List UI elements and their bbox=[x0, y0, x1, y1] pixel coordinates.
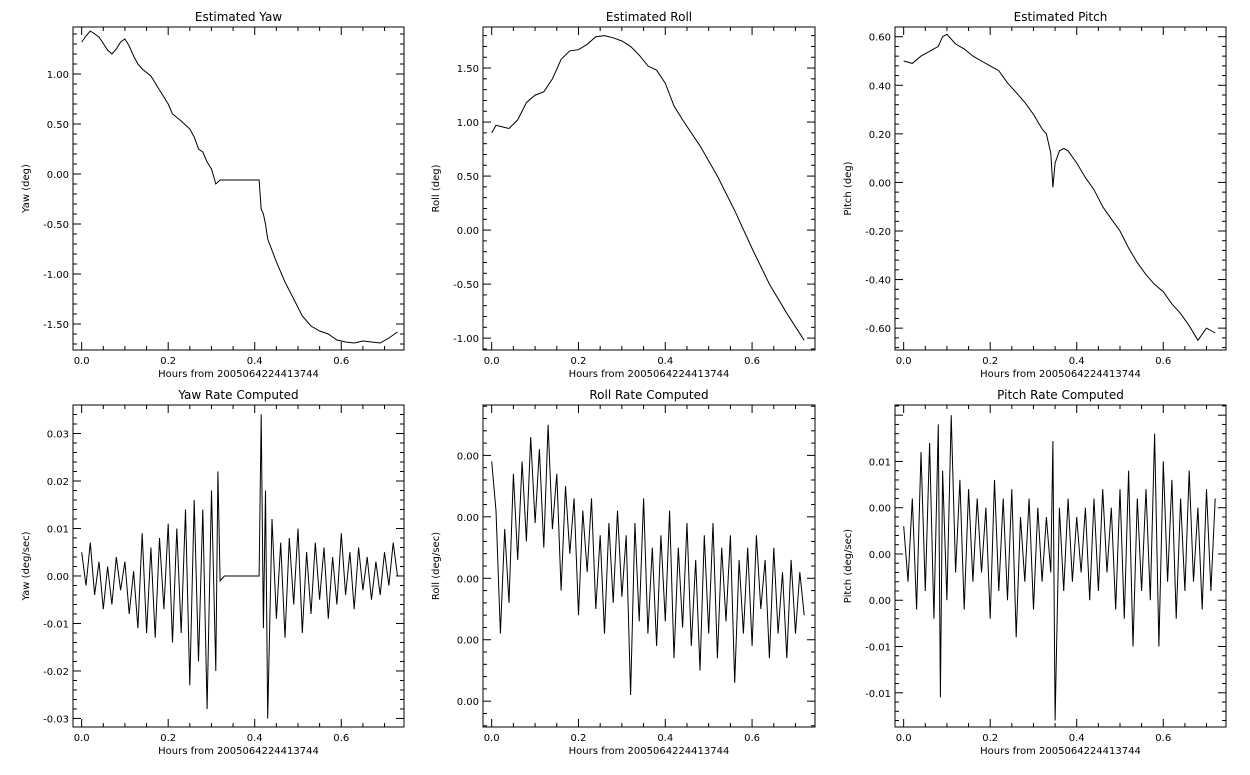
series-line-0 bbox=[903, 415, 1216, 721]
y-tick-label: 1.00 bbox=[457, 118, 479, 129]
y-tick-label: -0.20 bbox=[865, 227, 891, 238]
y-tick-label: 1.50 bbox=[457, 64, 479, 75]
chart-panel-0: Estimated Yaw Hours from 2005064224413744… bbox=[21, 10, 405, 380]
chart-panel-3: Yaw Rate Computed Hours from 200506422441… bbox=[21, 388, 405, 757]
y-tick-label: 0.00 bbox=[869, 596, 891, 607]
x-tick-label: 0.4 bbox=[247, 356, 263, 367]
y-axis-label: Roll (deg) bbox=[431, 164, 442, 212]
y-axis-label: Yaw (deg/sec) bbox=[21, 531, 32, 601]
y-tick-label: 0.50 bbox=[457, 172, 479, 183]
x-axis-label: Hours from 2005064224413744 bbox=[569, 369, 730, 380]
x-tick-label: 0.2 bbox=[160, 356, 176, 367]
y-tick-label: -0.40 bbox=[865, 276, 891, 287]
y-tick-label: 0.20 bbox=[869, 130, 891, 141]
y-tick-label: 0.01 bbox=[47, 524, 69, 535]
chart-panel-4: Roll Rate Computed Hours from 20050642244… bbox=[431, 388, 816, 757]
y-tick-label: 0.60 bbox=[869, 33, 891, 44]
y-tick-label: -0.02 bbox=[43, 667, 69, 678]
x-tick-label: 0.6 bbox=[333, 356, 349, 367]
y-tick-label: -0.01 bbox=[865, 643, 891, 654]
y-tick-label: 0.00 bbox=[457, 697, 479, 708]
x-tick-label: 0.2 bbox=[571, 356, 587, 367]
plot-frame bbox=[482, 26, 816, 351]
x-axis-label: Hours from 2005064224413744 bbox=[980, 369, 1141, 380]
y-axis-label: Pitch (deg/sec) bbox=[843, 529, 854, 604]
x-tick-label: 0.0 bbox=[896, 356, 912, 367]
y-tick-label: 0.00 bbox=[869, 504, 891, 515]
y-tick-label: 0.00 bbox=[869, 178, 891, 189]
x-tick-label: 0.2 bbox=[160, 733, 176, 744]
x-tick-label: 0.0 bbox=[484, 733, 500, 744]
x-tick-label: 0.2 bbox=[982, 733, 998, 744]
x-axis-label: Hours from 2005064224413744 bbox=[569, 746, 730, 757]
y-axis-label: Roll (deg/sec) bbox=[431, 532, 442, 600]
x-axis-label: Hours from 2005064224413744 bbox=[158, 369, 319, 380]
x-tick-label: 0.4 bbox=[1069, 356, 1085, 367]
y-tick-label: 0.00 bbox=[47, 170, 69, 181]
x-axis-label: Hours from 2005064224413744 bbox=[980, 746, 1141, 757]
x-tick-label: 0.0 bbox=[484, 356, 500, 367]
y-tick-label: 0.02 bbox=[47, 477, 69, 488]
y-tick-label: 0.03 bbox=[47, 429, 69, 440]
y-tick-label: 1.00 bbox=[47, 70, 69, 81]
x-tick-label: 0.6 bbox=[333, 733, 349, 744]
y-tick-label: -0.50 bbox=[43, 220, 69, 231]
series-line-0 bbox=[81, 30, 398, 344]
chart-title: Yaw Rate Computed bbox=[177, 388, 298, 402]
x-tick-label: 0.4 bbox=[657, 356, 673, 367]
x-tick-label: 0.6 bbox=[1155, 356, 1171, 367]
x-tick-label: 0.6 bbox=[744, 356, 760, 367]
chart-title: Roll Rate Computed bbox=[589, 388, 708, 402]
y-tick-label: 0.50 bbox=[47, 120, 69, 131]
x-tick-label: 0.4 bbox=[657, 733, 673, 744]
y-tick-label: 0.00 bbox=[457, 636, 479, 647]
y-tick-label: 0.01 bbox=[869, 457, 891, 468]
x-tick-label: 0.0 bbox=[74, 356, 90, 367]
series-line-0 bbox=[491, 35, 805, 341]
y-tick-label: -1.50 bbox=[43, 320, 69, 331]
y-tick-label: 0.00 bbox=[457, 226, 479, 237]
y-tick-label: 0.00 bbox=[457, 513, 479, 524]
y-tick-label: 0.00 bbox=[47, 572, 69, 583]
chart-panel-5: Pitch Rate Computed Hours from 2005064224… bbox=[843, 388, 1227, 757]
y-tick-label: -1.00 bbox=[43, 270, 69, 281]
plot-frame bbox=[894, 26, 1227, 351]
x-tick-label: 0.6 bbox=[1155, 733, 1171, 744]
plot-frame bbox=[72, 26, 405, 351]
y-tick-label: 0.00 bbox=[457, 574, 479, 585]
x-tick-label: 0.4 bbox=[1069, 733, 1085, 744]
chart-title: Estimated Roll bbox=[606, 10, 692, 24]
series-line-0 bbox=[81, 414, 398, 719]
y-tick-label: -0.50 bbox=[453, 280, 479, 291]
y-tick-label: -0.60 bbox=[865, 324, 891, 335]
y-axis-label: Pitch (deg) bbox=[843, 161, 854, 215]
chart-panel-2: Estimated Pitch Hours from 20050642244137… bbox=[843, 10, 1227, 380]
y-tick-label: 0.00 bbox=[457, 451, 479, 462]
series-line-0 bbox=[903, 33, 1216, 342]
x-tick-label: 0.0 bbox=[74, 733, 90, 744]
y-tick-label: -0.03 bbox=[43, 714, 69, 725]
x-tick-label: 0.4 bbox=[247, 733, 263, 744]
x-tick-label: 0.2 bbox=[571, 733, 587, 744]
chart-panel-1: Estimated Roll Hours from 200506422441374… bbox=[431, 10, 816, 380]
x-tick-label: 0.0 bbox=[896, 733, 912, 744]
chart-title: Estimated Pitch bbox=[1014, 10, 1108, 24]
chart-title: Pitch Rate Computed bbox=[997, 388, 1124, 402]
x-tick-label: 0.6 bbox=[744, 733, 760, 744]
x-axis-label: Hours from 2005064224413744 bbox=[158, 746, 319, 757]
plot-frame bbox=[72, 404, 405, 728]
series-line-0 bbox=[491, 424, 805, 696]
y-tick-label: 0.00 bbox=[869, 550, 891, 561]
chart-title: Estimated Yaw bbox=[195, 10, 282, 24]
x-tick-label: 0.2 bbox=[982, 356, 998, 367]
y-axis-label: Yaw (deg) bbox=[21, 164, 32, 214]
y-tick-label: -0.01 bbox=[43, 619, 69, 630]
y-tick-label: -0.01 bbox=[865, 689, 891, 700]
y-tick-label: -1.00 bbox=[453, 334, 479, 345]
y-tick-label: 0.40 bbox=[869, 81, 891, 92]
plot-frame bbox=[894, 404, 1227, 728]
